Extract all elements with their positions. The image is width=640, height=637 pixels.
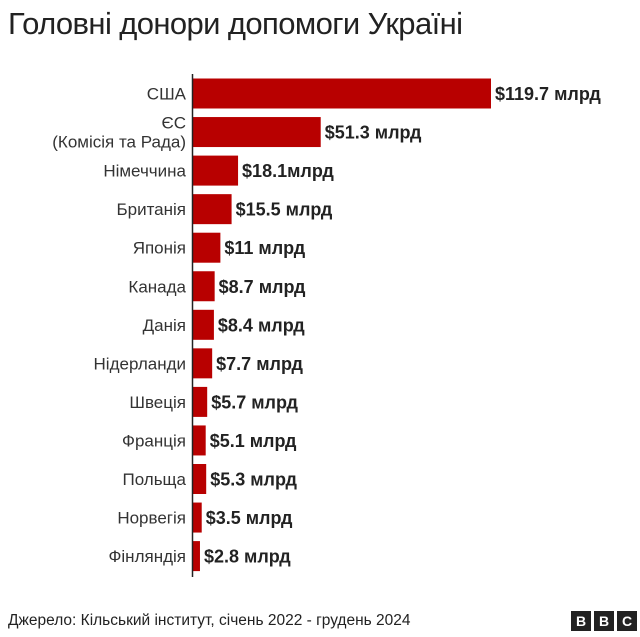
value-label: $119.7 млрд <box>495 84 601 104</box>
category-label: Японія <box>133 239 186 258</box>
chart-title: Головні донори допомоги Україні <box>8 6 463 41</box>
bars-group <box>193 78 491 572</box>
value-label: $7.7 млрд <box>216 354 303 374</box>
logo-letter: C <box>617 611 637 631</box>
value-label: $15.5 млрд <box>236 200 333 220</box>
bar <box>193 464 207 494</box>
bar <box>193 117 321 148</box>
bar-chart: США ЄС (Комісія та Рада) Німеччина Британія Я… <box>52 74 601 577</box>
bar <box>193 541 200 572</box>
value-label: $2.8 млрд <box>204 547 291 567</box>
bar <box>193 309 214 340</box>
bar <box>193 386 208 417</box>
category-label-line: Польща <box>122 470 186 489</box>
category-label: Фінляндія <box>108 547 186 566</box>
category-labels-group: США ЄС (Комісія та Рада) Німеччина Британія Я… <box>52 85 186 567</box>
bar <box>193 194 232 225</box>
category-label: Швеція <box>129 393 186 412</box>
category-label-line: (Комісія та Рада) <box>52 133 186 152</box>
category-label-line: Німеччина <box>103 162 186 181</box>
category-label: Норвегія <box>117 509 186 528</box>
bar <box>193 155 239 186</box>
bbc-logo: B B C <box>571 611 637 631</box>
value-label: $5.3 млрд <box>210 470 297 490</box>
category-label: Данія <box>143 316 186 335</box>
value-label: $8.7 млрд <box>219 277 306 297</box>
category-label: Британія <box>116 200 186 219</box>
category-label: Німеччина <box>103 162 186 181</box>
category-label-line: США <box>147 85 187 104</box>
category-label-line: Франція <box>122 431 186 450</box>
value-label: $5.1 млрд <box>210 431 297 451</box>
category-label-line: Нідерланди <box>94 354 186 373</box>
category-label: ЄС (Комісія та Рада) <box>52 114 186 152</box>
value-label: $18.1млрд <box>242 161 334 181</box>
value-label: $8.4 млрд <box>218 315 305 335</box>
category-label: Польща <box>122 470 186 489</box>
value-label: $51.3 млрд <box>325 123 422 143</box>
bar <box>193 348 213 379</box>
bar <box>193 425 206 456</box>
value-label: $11 млрд <box>224 238 305 258</box>
category-label-line: Канада <box>128 277 186 296</box>
bar <box>193 232 221 263</box>
category-label-line: Фінляндія <box>108 547 186 566</box>
logo-letter: B <box>594 611 614 631</box>
category-label-line: Швеція <box>129 393 186 412</box>
bar <box>193 502 202 533</box>
category-label-line: Данія <box>143 316 186 335</box>
category-label-line: Японія <box>133 239 186 258</box>
value-labels-group: $119.7 млрд $51.3 млрд $18.1млрд $15.5 млрд… <box>204 84 601 567</box>
category-label: Канада <box>128 277 186 296</box>
source-note: Джерело: Кільський інститут, січень 2022… <box>8 612 411 629</box>
category-label-line: Норвегія <box>117 509 186 528</box>
value-label: $5.7 млрд <box>211 392 298 412</box>
value-label: $3.5 млрд <box>206 508 293 528</box>
bar <box>193 78 491 109</box>
category-label-line: ЄС <box>162 114 187 133</box>
category-label: Нідерланди <box>94 354 186 373</box>
bar <box>193 271 215 302</box>
category-label: Франція <box>122 431 186 450</box>
category-label-line: Британія <box>116 200 186 219</box>
logo-letter: B <box>571 611 591 631</box>
category-label: США <box>147 85 187 104</box>
